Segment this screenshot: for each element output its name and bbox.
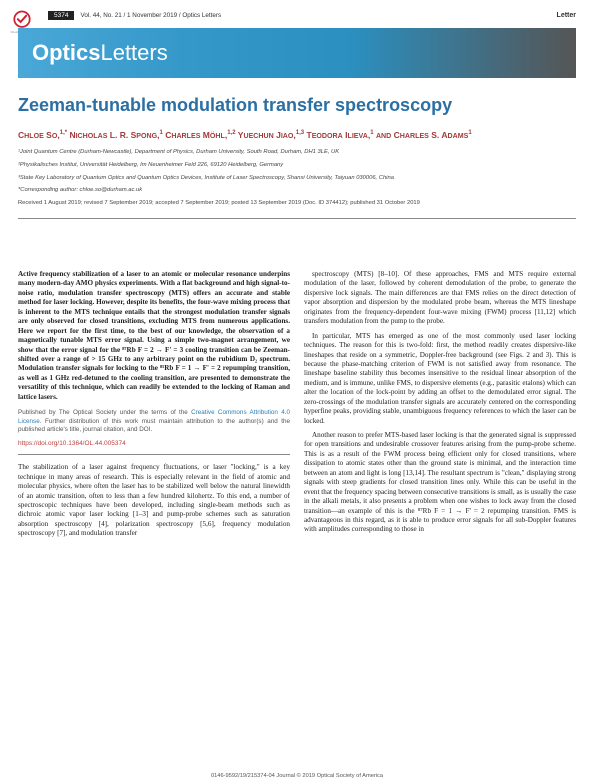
journal-title: OpticsLetters (32, 40, 168, 66)
body-paragraph: Another reason to prefer MTS-based laser… (304, 431, 576, 535)
doi-link[interactable]: https://doi.org/10.1364/OL.44.005374 (18, 440, 290, 449)
body-columns: Active frequency stabilization of a lase… (18, 270, 576, 765)
body-paragraph: spectroscopy (MTS) [8–10]. Of these appr… (304, 270, 576, 327)
publication-dates: Received 1 August 2019; revised 7 Septem… (18, 200, 576, 208)
divider (18, 454, 290, 455)
article-header: Zeeman-tunable modulation transfer spect… (18, 95, 576, 229)
topbar: 5374 Vol. 44, No. 21 / 1 November 2019 /… (48, 8, 576, 23)
pubnote-suffix: . Further distribution of this work must… (18, 418, 290, 434)
affiliation: *Corresponding author: chloe.so@durham.a… (18, 187, 576, 195)
journal-banner: OpticsLetters (18, 28, 576, 78)
header-label: Letter (557, 12, 576, 19)
article-title: Zeeman-tunable modulation transfer spect… (18, 95, 576, 116)
page-number: 5374 (48, 11, 74, 20)
journal-bold: Optics (32, 40, 100, 65)
pubnote-prefix: Published by The Optical Society under t… (18, 409, 191, 416)
header-meta: Vol. 44, No. 21 / 1 November 2019 / Opti… (80, 12, 556, 19)
body-paragraph: The stabilization of a laser against fre… (18, 463, 290, 539)
divider (18, 218, 576, 219)
publication-note: Published by The Optical Society under t… (18, 409, 290, 435)
journal-light: Letters (100, 40, 167, 65)
affiliation: ³State Key Laboratory of Quantum Optics … (18, 175, 576, 183)
footer: 0146-9592/19/215374-04 Journal © 2019 Op… (18, 773, 576, 779)
affiliation: ¹Joint Quantum Centre (Durham-Newcastle)… (18, 149, 576, 157)
affiliation: ²Physikalisches Institut, Universität He… (18, 162, 576, 170)
authors: CHLOE SO,1,* NICHOLAS L. R. SPONG,1 CHAR… (18, 130, 576, 141)
abstract: Active frequency stabilization of a lase… (18, 270, 290, 402)
page: Check for updates 5374 Vol. 44, No. 21 /… (0, 0, 594, 783)
body-paragraph: In particular, MTS has emerged as one of… (304, 332, 576, 426)
affiliations: ¹Joint Quantum Centre (Durham-Newcastle)… (18, 149, 576, 195)
